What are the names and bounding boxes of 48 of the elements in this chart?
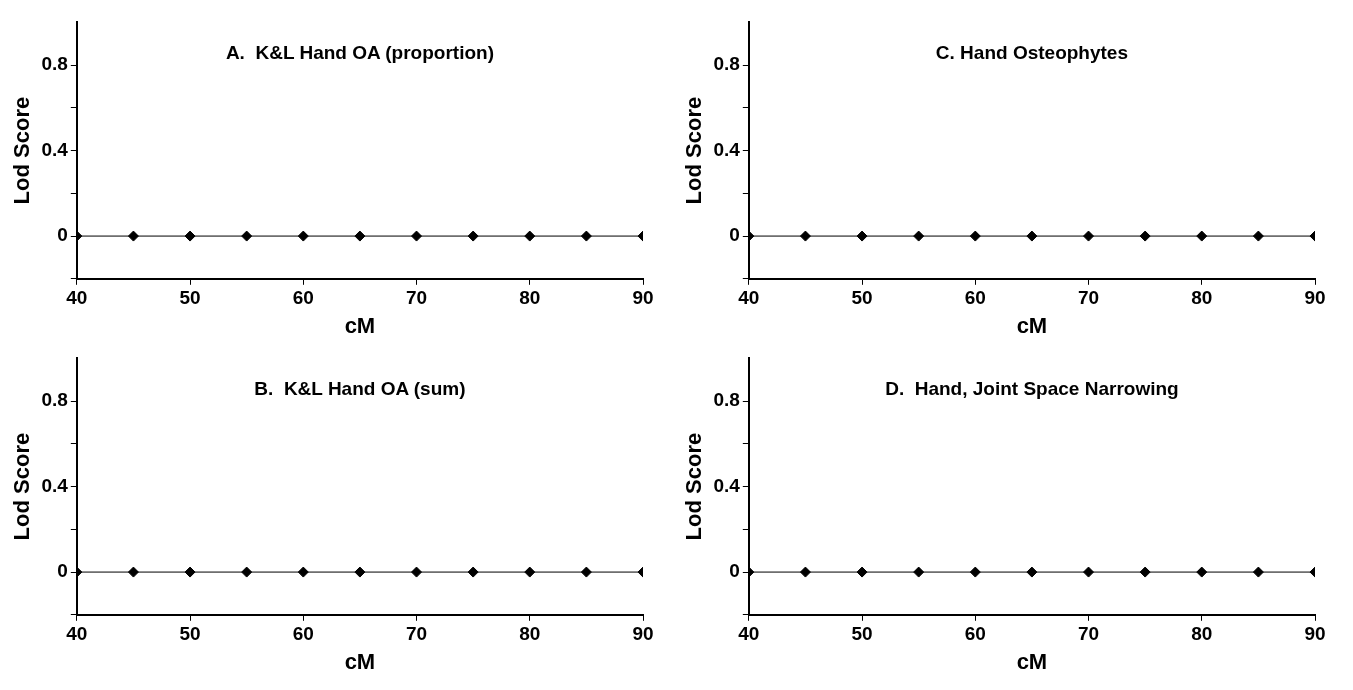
- x-axis-title: cM: [1016, 312, 1048, 338]
- x-axis-title: cM: [1016, 648, 1048, 674]
- y-axis-title: Lod Score: [9, 96, 35, 205]
- x-tick-label: 90: [632, 623, 654, 645]
- y-tick-label: 0.4: [713, 138, 741, 160]
- x-tick-label: 70: [1077, 623, 1100, 645]
- y-tick-label: 0.8: [41, 53, 68, 75]
- y-tick-label: 0: [57, 224, 68, 246]
- y-axis-title: Lod Score: [9, 432, 35, 541]
- x-axis-title: cM: [344, 648, 376, 674]
- text: A. K&L Hand OA (proportion): [225, 42, 494, 64]
- y-tick-label: 0.4: [713, 474, 741, 496]
- x-tick-label: 60: [964, 623, 986, 645]
- text: D. Hand, Joint Space Narrowing: [885, 378, 1179, 400]
- x-tick-label: 80: [519, 623, 541, 645]
- x-tick-label: 50: [179, 287, 201, 309]
- y-tick-label: 0.4: [41, 138, 69, 160]
- x-tick-label: 80: [1191, 287, 1213, 309]
- x-axis-title: cM: [344, 312, 376, 338]
- x-tick-label: 50: [851, 623, 873, 645]
- y-tick-label: 0.4: [41, 474, 69, 496]
- text: B. K&L Hand OA (sum): [254, 378, 466, 400]
- x-tick-label: 90: [1304, 623, 1326, 645]
- x-tick-label: 70: [1077, 287, 1100, 309]
- x-tick-label: 60: [964, 287, 986, 309]
- y-axis-title: Lod Score: [681, 96, 707, 205]
- y-tick-label: 0: [729, 224, 740, 246]
- y-tick-label: 0: [729, 560, 740, 582]
- x-tick-label: 60: [292, 623, 314, 645]
- y-tick-label: 0: [57, 560, 68, 582]
- text: C. Hand Osteophytes: [935, 42, 1128, 64]
- y-tick-label: 0.8: [713, 389, 740, 411]
- x-tick-label: 70: [405, 623, 428, 645]
- x-tick-label: 90: [632, 287, 654, 309]
- y-tick-label: 0.8: [713, 53, 740, 75]
- x-tick-label: 90: [1304, 287, 1326, 309]
- x-tick-label: 40: [66, 623, 88, 645]
- x-tick-label: 50: [851, 287, 873, 309]
- x-tick-label: 80: [1191, 623, 1213, 645]
- y-axis-title: Lod Score: [681, 432, 707, 541]
- x-tick-label: 50: [179, 623, 201, 645]
- y-tick-label: 0.8: [41, 389, 68, 411]
- x-tick-label: 40: [738, 287, 760, 309]
- x-tick-label: 40: [66, 287, 88, 309]
- x-tick-label: 40: [738, 623, 760, 645]
- x-tick-label: 70: [405, 287, 428, 309]
- x-tick-label: 60: [292, 287, 314, 309]
- x-tick-label: 80: [519, 287, 541, 309]
